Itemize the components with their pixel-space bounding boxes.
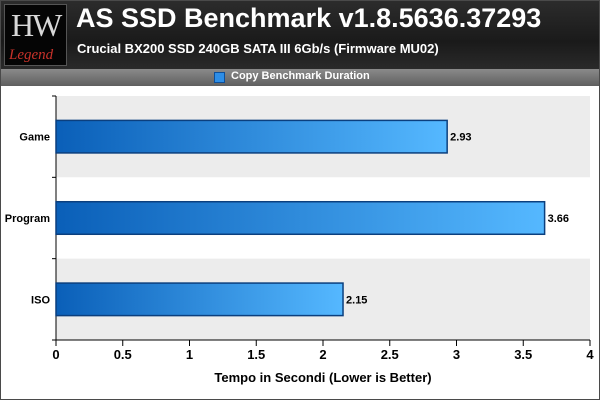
x-axis-title: Tempo in Secondi (Lower is Better) <box>214 370 432 385</box>
site-logo: HW Legend <box>4 4 67 66</box>
bar <box>55 119 448 154</box>
legend-bar: Copy Benchmark Duration <box>1 69 599 86</box>
logo-word: Legend <box>9 47 54 63</box>
legend-label: Copy Benchmark Duration <box>231 70 370 82</box>
x-tick-label: 0 <box>52 347 59 362</box>
logo-mark: HW <box>11 7 62 43</box>
bar <box>55 282 344 317</box>
category-label: ISO <box>31 294 50 306</box>
bar <box>55 200 546 236</box>
x-tick-label: 3 <box>453 347 460 362</box>
x-tick-label: 1.5 <box>247 347 265 362</box>
chart-subtitle: Crucial BX200 SSD 240GB SATA III 6Gb/s (… <box>77 41 439 56</box>
x-tick-label: 2.5 <box>381 347 399 362</box>
chart-header: HW Legend AS SSD Benchmark v1.8.5636.372… <box>1 1 599 69</box>
chart-title: AS SSD Benchmark v1.8.5636.37293 <box>76 3 542 33</box>
value-label: 3.66 <box>548 213 569 225</box>
value-label: 2.15 <box>346 294 367 306</box>
x-tick-label: 4 <box>586 347 594 362</box>
category-label: Game <box>19 132 50 144</box>
x-tick-label: 2 <box>319 347 326 362</box>
x-tick-label: 3.5 <box>514 347 532 362</box>
legend-swatch <box>214 72 225 83</box>
category-label: Program <box>5 213 50 225</box>
x-tick-label: 0.5 <box>114 347 132 362</box>
x-tick-label: 1 <box>186 347 193 362</box>
value-label: 2.93 <box>450 132 471 144</box>
